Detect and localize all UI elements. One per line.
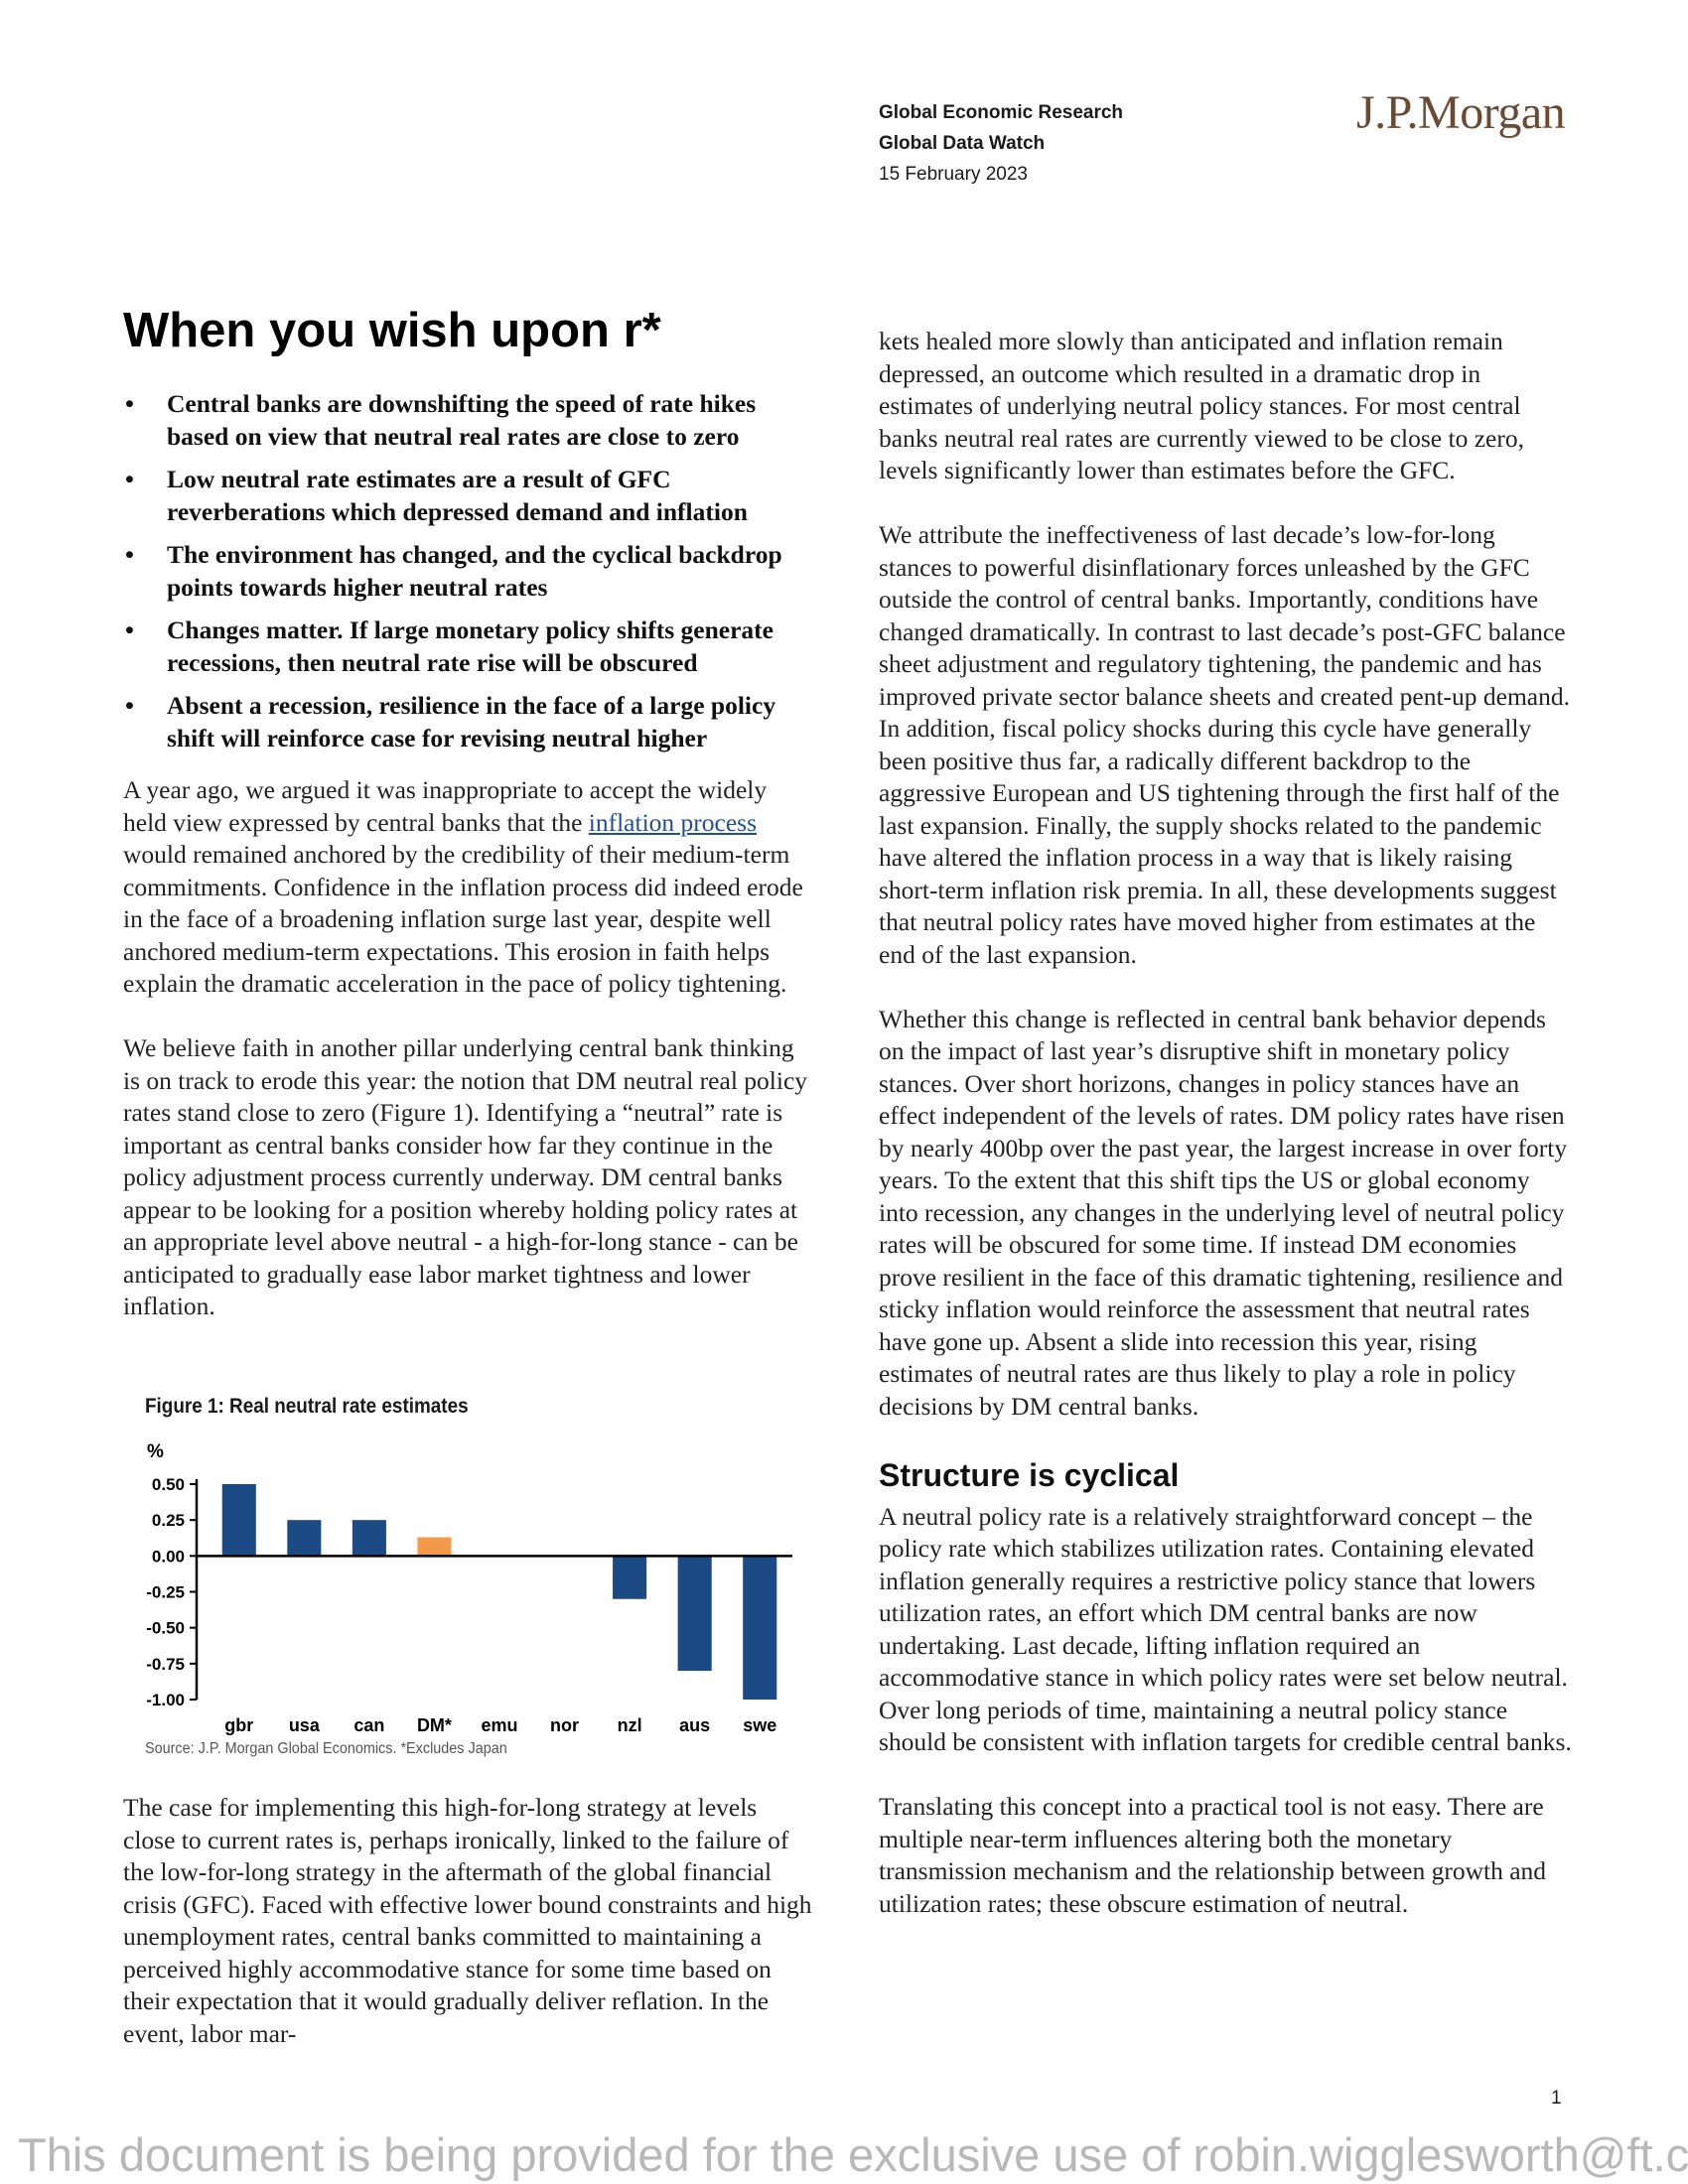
key-point: • Low neutral rate estimates are a result… xyxy=(125,465,748,526)
paragraph-3: The case for implementing this high-for-… xyxy=(123,1793,812,2048)
paragraph-8: Translating this concept into a practica… xyxy=(879,1792,1547,1918)
bar-can xyxy=(352,1520,386,1557)
y-tick-label: -0.25 xyxy=(146,1583,185,1602)
section-heading: Structure is cyclical xyxy=(879,1456,1180,1493)
report-header: Global Economic Research Global Data Wat… xyxy=(879,97,1123,190)
x-tick-label: nzl xyxy=(618,1715,642,1735)
bar-nzl xyxy=(613,1556,647,1599)
y-tick-label: -1.00 xyxy=(146,1691,185,1709)
bullet-icon: • xyxy=(125,540,134,569)
publication-label: Global Data Watch xyxy=(879,133,1046,154)
bullet-icon: • xyxy=(125,615,134,644)
bar-chart: % 0.50 0.25 0.00 -0.25 -0.50 -0.75 -1.00 gbr usa c… xyxy=(146,1441,792,1735)
paragraph-4: kets healed more slowly than anticipated… xyxy=(879,327,1524,484)
x-tick-label: aus xyxy=(679,1715,710,1735)
bullet-icon: • xyxy=(125,691,134,720)
bar-aus xyxy=(677,1556,712,1672)
key-points-list: • Central banks are downshifting the spee… xyxy=(123,388,814,754)
bar-DM* xyxy=(417,1537,452,1557)
figure-title: Figure 1: Real neutral rate estimates xyxy=(145,1395,469,1418)
left-column: When you wish upon r* • Central banks are… xyxy=(123,303,814,1355)
y-tick-label: -0.50 xyxy=(146,1619,185,1638)
y-tick-label: 0.50 xyxy=(152,1475,185,1494)
jpmorgan-logo: J.P.Morgan xyxy=(1356,86,1566,139)
right-column: kets healed more slowly than anticipated… xyxy=(879,326,1574,1953)
paragraph-6: Whether this change is reflected in cent… xyxy=(879,1004,1568,1421)
paragraph-1: A year ago, we argued it was inappropria… xyxy=(123,775,803,998)
y-tick-label: 0.25 xyxy=(152,1511,185,1530)
figure-1: % 0.50 0.25 0.00 -0.25 -0.50 -0.75 -1.00 gbr usa c… xyxy=(137,1395,812,1772)
key-point: • Absent a recession, resilience in the f… xyxy=(125,691,776,752)
x-tick-label: usa xyxy=(289,1715,321,1735)
x-tick-label: nor xyxy=(550,1715,579,1735)
x-tick-label: can xyxy=(353,1715,384,1735)
watermark: This document is being provided for the … xyxy=(18,2128,1688,2181)
bar-usa xyxy=(287,1520,322,1557)
x-tick-label: emu xyxy=(481,1715,517,1735)
left-column-continued: The case for implementing this high-for-… xyxy=(123,1792,814,2083)
key-point: • Central banks are downshifting the spee… xyxy=(125,389,757,451)
research-label: Global Economic Research xyxy=(879,102,1124,123)
bullet-icon: • xyxy=(125,465,134,493)
bar-swe xyxy=(743,1556,777,1700)
x-tick-label: DM* xyxy=(417,1715,452,1735)
paragraph-7: A neutral policy rate is a relatively st… xyxy=(879,1501,1572,1757)
y-tick-label: 0.00 xyxy=(152,1547,185,1566)
paragraph-5: We attribute the ineffectiveness of last… xyxy=(879,520,1570,969)
y-axis-unit: % xyxy=(147,1441,164,1462)
key-point: • The environment has changed, and the cy… xyxy=(125,540,782,602)
paragraph-2: We believe faith in another pillar under… xyxy=(123,1033,808,1320)
inflation-process-link[interactable]: inflation process xyxy=(588,807,758,837)
article-title: When you wish upon r* xyxy=(123,304,661,357)
page-number: 1 xyxy=(1551,2088,1562,2109)
key-point: • Changes matter. If large monetary polic… xyxy=(125,615,774,677)
figure-source: Source: J.P. Morgan Global Economics. *E… xyxy=(145,1740,507,1757)
bullet-icon: • xyxy=(125,389,134,418)
y-tick-label: -0.75 xyxy=(146,1655,185,1674)
x-tick-label: gbr xyxy=(224,1715,253,1735)
x-tick-label: swe xyxy=(743,1715,776,1735)
report-date: 15 February 2023 xyxy=(879,164,1028,185)
bar-gbr xyxy=(221,1484,256,1557)
